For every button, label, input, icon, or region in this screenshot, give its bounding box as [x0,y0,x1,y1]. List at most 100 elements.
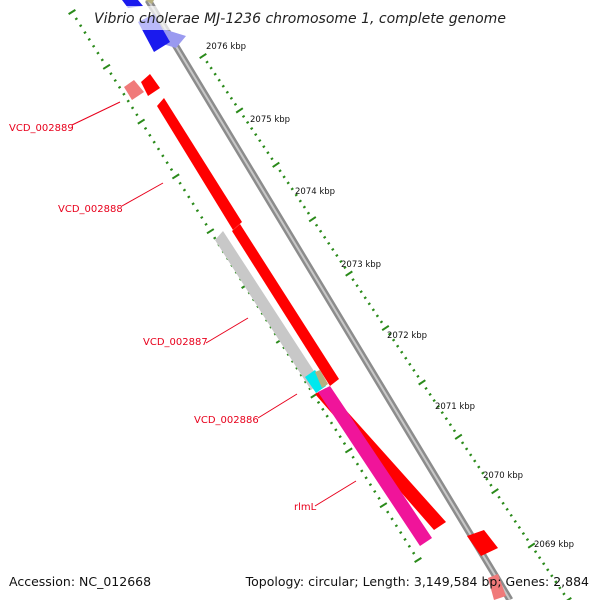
right-tick [331,247,335,251]
right-tick [241,114,246,118]
gene-VCD_002889-fragment[interactable] [124,80,144,100]
gene-label-VCD_002889[interactable]: VCD_002889 [9,123,74,134]
right-tick [306,211,311,215]
left-tick [96,51,100,55]
right-tick [379,320,384,324]
right-tick [542,562,546,566]
right-tick [318,229,323,233]
right-tick [432,398,436,403]
right-tick [416,374,420,378]
left-tick [390,517,394,521]
right-tick [517,525,521,530]
left-tick [213,236,217,240]
right-tick [440,411,444,415]
right-tick [205,60,209,64]
left-tick [74,17,78,21]
left-tick [79,24,83,28]
right-tick [339,259,343,264]
right-tick [308,216,317,223]
right-tick [525,538,530,542]
accession-text: Accession: NC_012668 [9,574,151,589]
right-tick [282,175,286,179]
gene-VCD_002888[interactable] [157,98,242,230]
right-tick [444,417,448,421]
right-tick [460,441,465,445]
gene-olive-top[interactable] [145,0,154,4]
gene-VCD_002887-red[interactable] [232,224,339,386]
scale-label-2069: 2069 kbp [534,540,574,550]
right-tick [424,386,428,390]
right-tick [477,465,481,469]
left-tick [169,168,174,172]
right-tick [521,531,526,536]
title-backdrop [96,6,508,30]
gene-VCD_002886-olive[interactable] [315,370,328,388]
scale-label-2074: 2074 kbp [295,187,335,197]
gene-rlmL-continuation[interactable] [467,530,498,556]
genome-summary-text: Topology: circular; Length: 3,149,584 bp… [245,574,589,589]
left-tick [399,531,403,535]
right-tick [375,314,380,318]
right-tick [294,193,298,197]
left-tick [143,126,148,130]
right-tick [258,139,262,143]
left-tick [178,181,182,185]
right-tick [229,96,234,100]
left-tick [102,63,111,70]
right-tick [436,405,440,409]
gene-label-VCD_002888[interactable]: VCD_002888 [58,204,123,215]
right-tick [489,483,493,487]
right-tick [391,338,396,342]
left-tick [368,483,373,487]
gene-VCD_002887[interactable] [215,231,321,390]
left-tick [403,537,407,541]
left-tick [161,154,165,158]
right-tick [400,350,404,354]
gene-magenta[interactable] [318,386,432,546]
gene-label-rlmL[interactable]: rlmL [294,502,317,513]
scale-label-2071: 2071 kbp [435,402,475,412]
right-tick [209,66,213,70]
left-tick [171,173,180,180]
left-tick [87,37,91,41]
left-tick [135,113,139,117]
scale-label-2073: 2073 kbp [341,260,381,270]
scale-label-2070: 2070 kbp [483,471,523,481]
gene-VCD_002889[interactable] [141,74,160,96]
left-tick [195,209,200,213]
right-tick [396,344,400,348]
right-tick [235,107,244,114]
right-tick [412,368,416,372]
right-tick [221,84,225,88]
left-tick [122,92,126,96]
left-tick [377,496,381,500]
right-tick-row [199,52,572,600]
gene-VCD_002886[interactable] [305,370,326,393]
right-tick [245,120,250,125]
right-tick [359,290,363,294]
right-tick [404,356,408,360]
right-tick [225,90,229,94]
gene-edge-fragment[interactable] [488,574,506,600]
right-tick [452,429,457,433]
left-tick [204,222,208,226]
left-tick [338,435,342,439]
right-tick [302,205,307,209]
scale-label-2075: 2075 kbp [250,115,290,125]
gene-label-VCD_002886[interactable]: VCD_002886 [194,415,259,426]
right-tick [473,459,477,463]
left-tick [344,447,353,454]
left-tick [156,147,161,151]
gene-labels: VCD_002889 VCD_002888 VCD_002887 VCD_002… [9,123,317,513]
left-tick [412,551,416,555]
right-tick [254,133,258,137]
left-tick [364,476,368,480]
right-tick [501,501,505,505]
gene-label-VCD_002887[interactable]: VCD_002887 [143,337,208,348]
right-tick [428,392,432,397]
left-tick [386,510,390,514]
left-tick [100,58,104,62]
right-tick [233,102,238,106]
right-tick [272,161,280,168]
scale-labels: 2076 kbp 2075 kbp 2074 kbp 2073 kbp 2072… [206,42,574,550]
